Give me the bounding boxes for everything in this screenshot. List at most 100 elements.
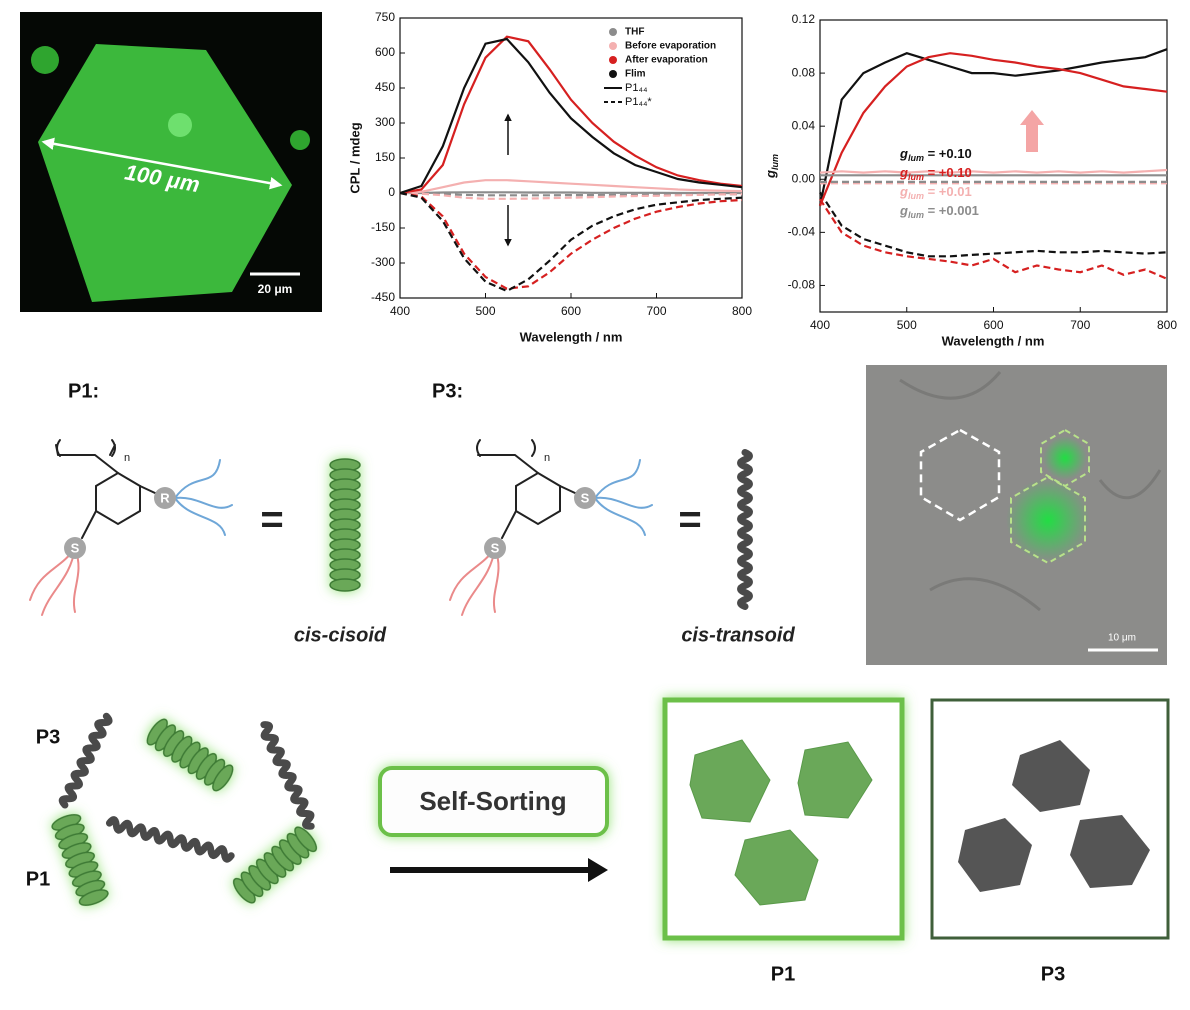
x-axis-label: Wavelength / nm [520, 329, 623, 344]
micrograph-1: 100 μm 20 μm [20, 12, 322, 312]
green-helix [146, 718, 234, 792]
series-line-dashed [399, 191, 743, 197]
annotation-symbol: g [899, 146, 908, 161]
box-label: P3 [1041, 963, 1065, 985]
x-tick-label: 800 [732, 304, 752, 318]
series-line [399, 179, 743, 195]
annotation: glum = +0.001 [899, 203, 979, 220]
legend-marker [609, 56, 617, 64]
legend-marker [609, 42, 617, 50]
y-tick-label: -0.04 [788, 225, 816, 239]
helix-turn [212, 764, 234, 792]
series-line-dashed [399, 191, 743, 293]
atom-s: S [71, 540, 80, 555]
dark-helix [105, 816, 235, 863]
plot-frame [819, 19, 1168, 313]
atom-r: R [160, 490, 170, 505]
legend-label: P1₄₄ [625, 82, 648, 94]
annotation: glum = +0.10 [899, 146, 972, 163]
p1-title: P1: [68, 380, 99, 402]
annotation-symbol: g [899, 165, 908, 180]
structures: P1: P3: n n R S S S = = cis-cisoid cis-t… [29, 380, 795, 646]
legend-label: P1₄₄* [625, 96, 652, 108]
x-axis-label: Wavelength / nm [942, 333, 1045, 348]
annotation: glum = +0.10 [899, 165, 972, 182]
y-tick-label: -150 [371, 220, 395, 234]
helices [51, 449, 753, 906]
legend-marker [609, 28, 617, 36]
equals: = [678, 498, 701, 542]
x-tick-label: 400 [390, 304, 410, 318]
annotation-text: = +0.001 [924, 203, 979, 218]
x-tick-label: 400 [810, 318, 830, 332]
y-tick-label: 0.04 [792, 118, 816, 132]
x-tick-label: 500 [475, 304, 495, 318]
y-tick-label: 300 [375, 115, 395, 129]
green-helix [232, 826, 318, 904]
conformation-label: cis-transoid [681, 624, 795, 646]
annotation-sub: lum [908, 191, 924, 201]
box-label: P1 [771, 963, 795, 985]
series-line [399, 35, 743, 195]
helix-turn [329, 578, 361, 592]
p3-label: P3 [36, 726, 60, 748]
conformation-label: cis-cisoid [294, 624, 387, 646]
annotation-symbol: g [899, 203, 908, 218]
annotation-sub: lum [908, 172, 924, 182]
y-axis-label-main: g [763, 170, 778, 179]
annotation-symbol: g [899, 184, 908, 199]
green-helix [329, 458, 361, 592]
self-sorting-button: Self-Sorting [419, 786, 566, 816]
y-tick-label: 600 [375, 45, 395, 59]
y-tick-label: 750 [375, 10, 395, 24]
y-tick-label: 150 [375, 150, 395, 164]
x-tick-label: 500 [897, 318, 917, 332]
series-line-dashed [819, 191, 1168, 258]
series-line [400, 191, 742, 195]
self-sorting: P3 P1 Self-Sorting P1 P3 [26, 697, 1170, 985]
legend-marker [609, 70, 617, 78]
y-tick-label: -0.08 [788, 278, 816, 292]
x-tick-label: 700 [646, 304, 666, 318]
atom-s: S [491, 540, 500, 555]
p1-label: P1 [26, 868, 50, 890]
equals: = [260, 498, 283, 542]
green-helix [51, 814, 109, 906]
series-line [818, 48, 1168, 207]
x-tick-label: 800 [1157, 318, 1177, 332]
annotation: glum = +0.01 [899, 184, 972, 201]
annotation-text: = +0.01 [924, 184, 972, 199]
series-line-dashed [399, 191, 743, 200]
scale-label: 20 μm [258, 282, 293, 296]
x-tick-label: 600 [983, 318, 1003, 332]
y-tick-label: 450 [375, 80, 395, 94]
annotation-text: = +0.10 [924, 146, 972, 161]
y-tick-label: -300 [371, 255, 395, 269]
annotation-sub: lum [908, 153, 924, 163]
annotation-text: = +0.10 [924, 165, 972, 180]
legend-label: Before evaporation [625, 41, 716, 52]
p3-title: P3: [432, 380, 463, 402]
micrograph-2: 10 μm [866, 365, 1167, 665]
dark-helix [737, 449, 753, 610]
y-axis-label: CPL / mdeg [347, 122, 362, 193]
x-tick-label: 700 [1070, 318, 1090, 332]
y-tick-label: 0.12 [792, 12, 816, 26]
x-tick-label: 600 [561, 304, 581, 318]
series-line-dashed [819, 198, 1168, 280]
y-tick-label: 0.00 [792, 171, 816, 185]
atom-s: S [581, 490, 590, 505]
y-tick-label: -450 [371, 290, 395, 304]
increase-arrow [1020, 110, 1044, 152]
series-line [818, 52, 1168, 207]
y-tick-label: 0.08 [792, 65, 816, 79]
series-line-dashed [399, 191, 743, 290]
series-line [399, 37, 743, 195]
dark-helix [260, 721, 315, 830]
legend-label: THF [625, 27, 644, 38]
y-axis-label: glum [763, 154, 780, 179]
legend-label: Flim [625, 69, 646, 80]
series-line [819, 168, 1168, 174]
legend-label: After evaporation [625, 55, 708, 66]
